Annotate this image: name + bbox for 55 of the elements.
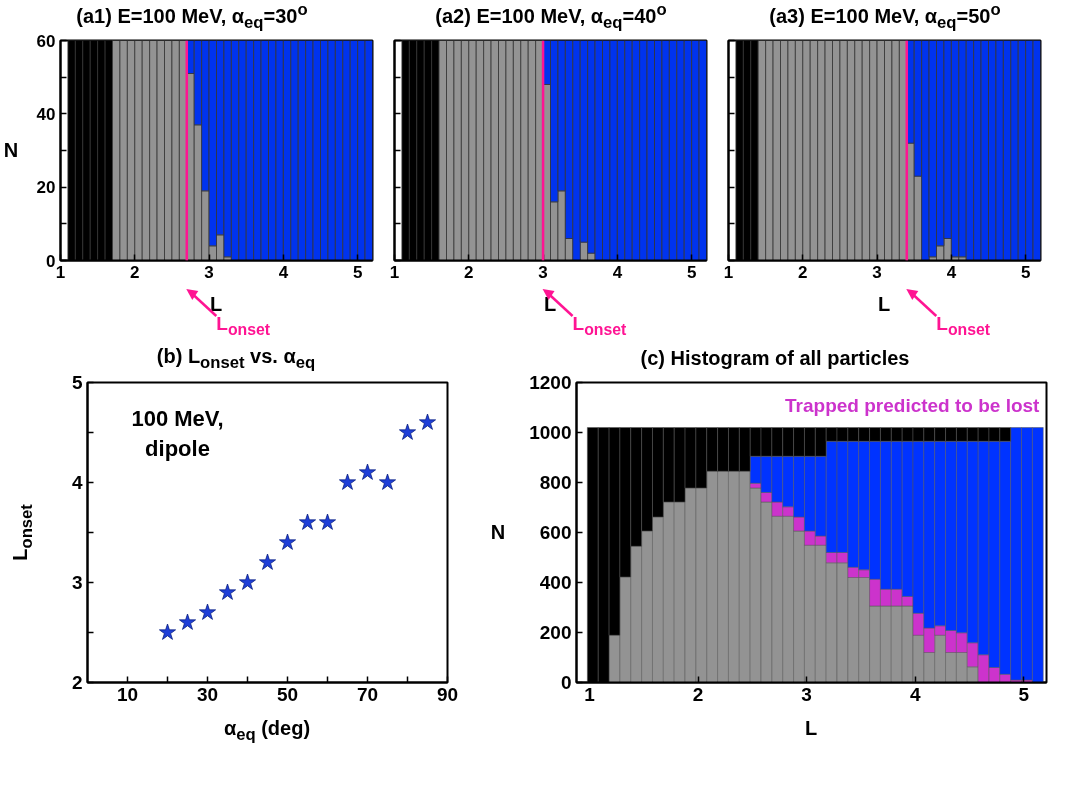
x-tick-label: 10 bbox=[116, 683, 139, 705]
x-tick-label: 2 bbox=[798, 262, 808, 282]
x-tick-label: 4 bbox=[278, 262, 289, 282]
x-tick-label: 3 bbox=[204, 262, 214, 282]
x-axis-title: L bbox=[543, 293, 557, 315]
x-tick-label: 1 bbox=[584, 683, 596, 705]
y-tick-label: 5 bbox=[71, 372, 83, 393]
x-tick-label: 90 bbox=[436, 683, 459, 705]
x-tick-label: 4 bbox=[946, 262, 957, 282]
legend-label: L$_{onset}$ bbox=[936, 313, 991, 338]
x-tick-label: 3 bbox=[801, 683, 812, 705]
y-tick-label: 800 bbox=[539, 472, 572, 493]
chart-title: (c) Histogram of all particles bbox=[640, 345, 910, 371]
y-tick-label: 20 bbox=[36, 178, 56, 198]
y-tick-label: 200 bbox=[539, 622, 572, 643]
y-tick-label: 0 bbox=[46, 251, 56, 271]
annotation: 100 MeV, dipole bbox=[131, 406, 224, 461]
chart-title: (b) L$_{onset}$ vs. α$_{eq}$ bbox=[156, 343, 316, 374]
x-tick-label: 2 bbox=[692, 683, 704, 705]
text: Trapped predicted to be lost bbox=[785, 394, 1041, 416]
chart-title: (a2) E=100 MeV, α$_{eq}$=40$^{o}$ bbox=[435, 0, 667, 34]
y-tick-label: 0 bbox=[560, 672, 572, 693]
x-tick-label: 70 bbox=[356, 683, 379, 705]
x-axis-title: L bbox=[209, 293, 223, 315]
x-tick-label: 4 bbox=[612, 262, 623, 282]
y-tick-label: 600 bbox=[539, 522, 572, 543]
x-tick-label: 5 bbox=[686, 262, 697, 282]
x-tick-label: 2 bbox=[464, 262, 474, 282]
x-tick-label: 30 bbox=[196, 683, 219, 705]
y-tick-label: 1000 bbox=[529, 422, 572, 443]
chart-title: (a3) E=100 MeV, α$_{eq}$=50$^{o}$ bbox=[769, 0, 1001, 34]
x-tick-label: 5 bbox=[1018, 683, 1030, 705]
x-tick-label: 5 bbox=[1020, 262, 1031, 282]
x-axis-title: L bbox=[877, 293, 891, 315]
x-tick-label: 5 bbox=[352, 262, 363, 282]
x-axis-title: α$_{eq}$ (deg) bbox=[223, 717, 311, 744]
y-axis-title: N bbox=[490, 520, 506, 543]
x-tick-label: 50 bbox=[276, 683, 299, 705]
x-tick-label: 4 bbox=[909, 683, 921, 705]
y-tick-label: 40 bbox=[36, 104, 56, 124]
y-axis-title: N bbox=[3, 138, 19, 161]
chart-title: (a1) E=100 MeV, α$_{eq}$=30$^{o}$ bbox=[76, 0, 308, 34]
y-tick-label: 4 bbox=[71, 472, 83, 493]
x-tick-label: 3 bbox=[872, 262, 882, 282]
x-axis-title: L bbox=[804, 717, 818, 739]
y-tick-label: 1200 bbox=[529, 372, 572, 393]
x-tick-label: 1 bbox=[55, 262, 66, 282]
legend-label: L$_{onset}$ bbox=[216, 313, 271, 338]
x-tick-label: 2 bbox=[130, 262, 140, 282]
y-tick-label: 400 bbox=[539, 572, 572, 593]
y-tick-label: 60 bbox=[36, 31, 56, 51]
x-tick-label: 1 bbox=[389, 262, 400, 282]
x-tick-label: 1 bbox=[723, 262, 734, 282]
y-tick-label: 3 bbox=[71, 572, 83, 593]
legend-label: L$_{onset}$ bbox=[572, 313, 627, 338]
